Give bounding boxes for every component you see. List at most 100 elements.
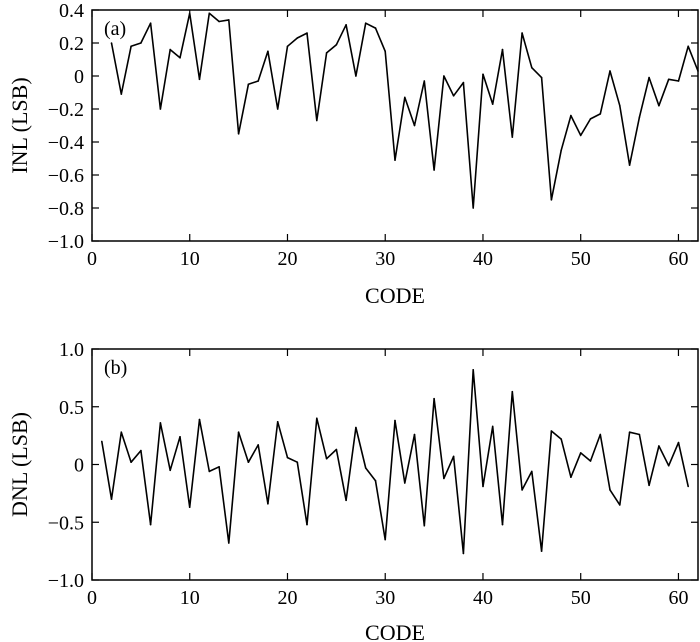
inl-data-point [482, 73, 484, 76]
dnl-data-point [570, 476, 572, 479]
dnl-data-points [101, 369, 689, 555]
inl-x-axis-title: CODE [365, 283, 425, 308]
inl-data-point [374, 27, 377, 29]
dnl-y-axis-title: DNL (LSB) [7, 412, 32, 517]
dnl-data-point [667, 464, 670, 467]
dnl-data-point [355, 426, 357, 429]
dnl-data-point [306, 523, 308, 526]
inl-data-point [550, 199, 553, 201]
dnl-y-tick-label: 1.0 [59, 339, 84, 361]
inl-data-point [687, 45, 689, 48]
dnl-tick-labels: 0 10 20 30 40 50 60 −1.0 −0.5 0 0.5 1.0 [48, 339, 689, 609]
inl-data-point [306, 32, 308, 34]
dnl-y-tick-label: 0 [74, 455, 84, 477]
inl-y-tick-label: −0.4 [48, 132, 84, 154]
inl-data-point [394, 159, 396, 161]
inl-data-point [335, 43, 338, 46]
dnl-y-tick-label: −0.5 [48, 512, 84, 534]
dnl-data-point [658, 445, 660, 447]
inl-data-point [638, 116, 641, 119]
dnl-x-axis-title: CODE [365, 620, 425, 642]
inl-y-tick-label: 0 [74, 66, 84, 88]
inl-x-tick-label: 50 [571, 248, 591, 270]
dnl-data-point [208, 470, 211, 473]
dnl-data-point [247, 461, 250, 464]
dnl-data-point [257, 444, 260, 446]
inl-data-point [169, 48, 171, 51]
dnl-data-point [364, 467, 367, 469]
inl-data-point [149, 22, 152, 25]
dnl-x-tick-label: 0 [87, 587, 97, 609]
inl-data-point [511, 136, 514, 138]
inl-data-point [296, 37, 299, 39]
dnl-data-point [423, 524, 426, 527]
dnl-data-point [443, 477, 445, 480]
dnl-data-point [638, 433, 641, 436]
dnl-ticks [91, 348, 698, 581]
dnl-data-point [286, 456, 289, 459]
inl-data-point [423, 80, 426, 82]
inl-data-point [452, 95, 455, 97]
dnl-x-tick-label: 60 [668, 587, 688, 609]
inl-y-tick-label: −0.2 [48, 99, 84, 121]
inl-x-tick-label: 10 [180, 248, 200, 270]
dnl-data-point [540, 550, 543, 552]
inl-x-tick-label: 60 [668, 248, 688, 270]
inl-data-point [179, 57, 181, 59]
inl-data-point [130, 45, 132, 48]
inl-y-tick-label: 0.4 [59, 0, 84, 22]
inl-data-point [667, 78, 670, 81]
inl-data-point [228, 19, 230, 21]
inl-panel: 0 10 20 30 40 50 60 −1.0 −0.8 −0.6 −0.4 −0.2 0 0.2 0.4… [7, 0, 699, 308]
dnl-data-point [433, 397, 435, 400]
dnl-data-point [218, 466, 220, 468]
dnl-data-point [140, 449, 142, 452]
inl-data-point [521, 32, 523, 34]
inl-data-point [188, 12, 191, 15]
dnl-data-point [374, 479, 377, 482]
dnl-data-point [345, 499, 347, 502]
inl-data-point [286, 45, 289, 48]
dnl-panel: 0 10 20 30 40 50 60 −1.0 −0.5 0 0.5 1.0 (b) CODE DN… [7, 339, 699, 642]
inl-data-point [433, 169, 435, 171]
inl-data-point [531, 66, 533, 69]
inl-data-point [501, 48, 504, 51]
inl-data-point [159, 108, 162, 110]
inl-data-point [355, 75, 357, 77]
dnl-data-point [188, 506, 191, 509]
inl-data-point [198, 78, 201, 81]
inl-y-axis-title: INL (LSB) [7, 77, 32, 173]
dnl-x-tick-label: 20 [277, 587, 297, 609]
dnl-data-point [335, 448, 338, 451]
dnl-data-point [159, 422, 162, 424]
inl-data-point [491, 103, 494, 105]
dnl-data-point [276, 421, 279, 423]
inl-data-point [560, 149, 562, 152]
dnl-data-point [120, 431, 123, 434]
inl-y-tick-label: 0.2 [59, 33, 84, 55]
dnl-data-point [228, 542, 230, 544]
inl-data-point [110, 42, 113, 44]
dnl-series-line [101, 368, 689, 555]
dnl-data-point [560, 438, 562, 440]
dnl-data-point [550, 430, 553, 432]
inl-x-tick-label: 30 [375, 248, 395, 270]
dnl-panel-label: (b) [104, 357, 127, 379]
inl-data-point [237, 133, 240, 135]
dnl-data-point [687, 485, 689, 488]
dnl-data-point [384, 538, 387, 541]
inl-x-tick-label: 40 [473, 248, 493, 270]
dnl-data-point [325, 457, 328, 460]
inl-data-point [208, 12, 211, 15]
dnl-x-tick-label: 50 [571, 587, 591, 609]
inl-data-point [619, 104, 621, 107]
inl-data-point [443, 75, 445, 77]
dnl-data-point [579, 452, 582, 454]
inl-data-point [697, 70, 699, 72]
inl-data-points [110, 12, 699, 209]
inl-data-point [316, 119, 318, 122]
dnl-data-point [609, 489, 611, 491]
dnl-data-point [413, 433, 416, 436]
dnl-data-point [677, 441, 680, 444]
